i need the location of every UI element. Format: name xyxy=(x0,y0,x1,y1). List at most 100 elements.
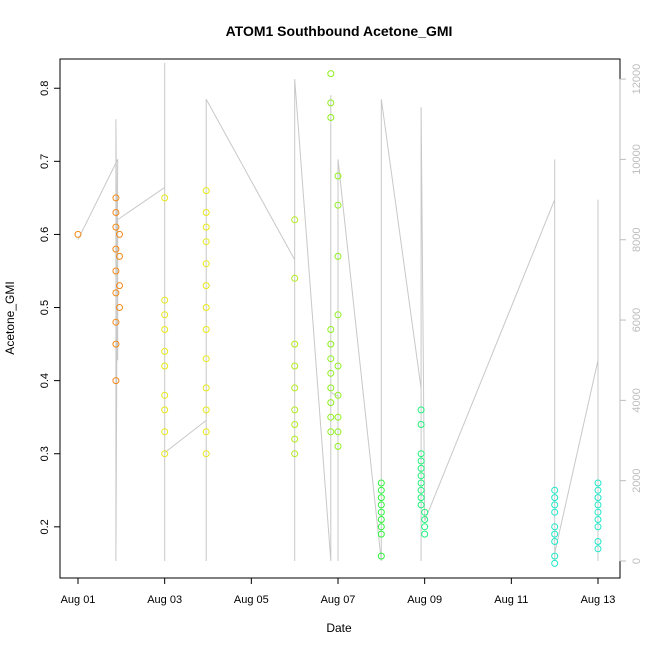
data-point xyxy=(112,223,120,231)
data-point xyxy=(327,428,335,436)
data-point xyxy=(594,501,602,509)
data-point xyxy=(327,384,335,392)
data-point xyxy=(421,508,429,516)
data-point xyxy=(594,494,602,502)
data-point xyxy=(594,545,602,553)
data-point xyxy=(594,523,602,531)
data-point xyxy=(417,479,425,487)
data-point xyxy=(112,194,120,202)
data-point xyxy=(202,384,210,392)
data-point xyxy=(334,442,342,450)
data-point xyxy=(161,194,169,202)
data-point xyxy=(417,472,425,480)
data-point xyxy=(291,340,299,348)
x-tick-label: Aug 13 xyxy=(581,594,616,606)
data-point xyxy=(417,457,425,465)
data-point xyxy=(377,523,385,531)
data-point xyxy=(334,413,342,421)
data-point xyxy=(377,508,385,516)
x-tick-label: Aug 07 xyxy=(321,594,356,606)
data-point xyxy=(161,347,169,355)
x-tick-label: Aug 05 xyxy=(234,594,269,606)
data-point xyxy=(202,450,210,458)
data-point xyxy=(377,486,385,494)
data-point xyxy=(377,494,385,502)
data-point xyxy=(551,559,559,567)
data-point xyxy=(202,406,210,414)
altitude-line xyxy=(77,63,599,562)
data-point xyxy=(202,282,210,290)
data-point xyxy=(112,340,120,348)
data-point xyxy=(161,450,169,458)
data-point xyxy=(202,304,210,311)
y-tick-label: 0.6 xyxy=(39,227,51,242)
data-point xyxy=(291,216,299,224)
y-tick-label: 0.8 xyxy=(39,81,51,96)
data-points-layer xyxy=(74,70,602,567)
data-point xyxy=(334,311,342,319)
y-axis: 0.2 0.3 0.4 0.5 0.6 0.7 0.8 xyxy=(39,81,61,534)
data-point xyxy=(377,501,385,509)
data-point xyxy=(112,267,120,275)
data-point xyxy=(551,523,559,531)
data-point xyxy=(161,311,169,319)
x-tick-label: Aug 01 xyxy=(61,594,96,606)
data-point xyxy=(334,201,342,209)
data-point xyxy=(202,428,210,436)
data-point xyxy=(202,187,210,195)
data-point xyxy=(161,406,169,414)
altitude-line-layer xyxy=(77,63,599,562)
y-axis-label: Acetone_GMI xyxy=(3,281,17,354)
data-point xyxy=(116,230,123,238)
data-point xyxy=(112,209,120,216)
data-point xyxy=(327,326,335,333)
data-point xyxy=(74,230,82,238)
y-tick-label: 0.2 xyxy=(39,519,51,534)
data-point xyxy=(334,172,342,180)
data-point xyxy=(417,406,425,414)
data-point xyxy=(116,252,123,260)
data-point xyxy=(327,114,335,121)
plot-area-frame xyxy=(59,58,621,579)
data-point xyxy=(327,369,335,377)
data-point xyxy=(202,260,210,268)
data-point xyxy=(334,362,342,370)
y2-tick-label: 2000 xyxy=(631,468,643,492)
data-point xyxy=(334,428,342,436)
secondary-y-axis: 0 2000 4000 6000 8000 10000 12000 xyxy=(619,64,643,564)
data-point xyxy=(161,391,169,399)
data-point xyxy=(291,274,299,282)
y2-tick-label: 12000 xyxy=(631,64,643,95)
y2-tick-label: 8000 xyxy=(631,227,643,251)
x-axis-label: Date xyxy=(326,621,352,635)
y2-tick-label: 6000 xyxy=(631,308,643,332)
data-point xyxy=(327,355,335,363)
data-point xyxy=(377,516,385,523)
data-point xyxy=(291,450,299,458)
data-point xyxy=(594,538,602,545)
data-point xyxy=(112,377,120,385)
data-point xyxy=(327,70,335,78)
data-point xyxy=(594,508,602,516)
data-point xyxy=(161,326,169,333)
data-point xyxy=(551,494,559,502)
data-point xyxy=(421,516,429,523)
x-axis: Aug 01 Aug 03 Aug 05 Aug 07 Aug 09 Aug 11 Aug … xyxy=(61,577,616,606)
y-tick-label: 0.7 xyxy=(39,154,51,169)
data-point xyxy=(112,289,120,297)
data-point xyxy=(421,530,429,538)
x-tick-label: Aug 11 xyxy=(494,594,528,606)
data-point xyxy=(202,355,210,363)
chart-title: ATOM1 Southbound Acetone_GMI xyxy=(226,23,453,39)
data-point xyxy=(594,479,602,487)
data-point xyxy=(551,552,559,560)
data-point xyxy=(551,501,559,509)
data-point xyxy=(551,486,559,494)
data-point xyxy=(594,486,602,494)
data-point xyxy=(551,508,559,516)
data-point xyxy=(417,501,425,509)
data-point xyxy=(116,282,123,290)
y-tick-label: 0.4 xyxy=(39,373,51,388)
data-point xyxy=(112,245,120,253)
